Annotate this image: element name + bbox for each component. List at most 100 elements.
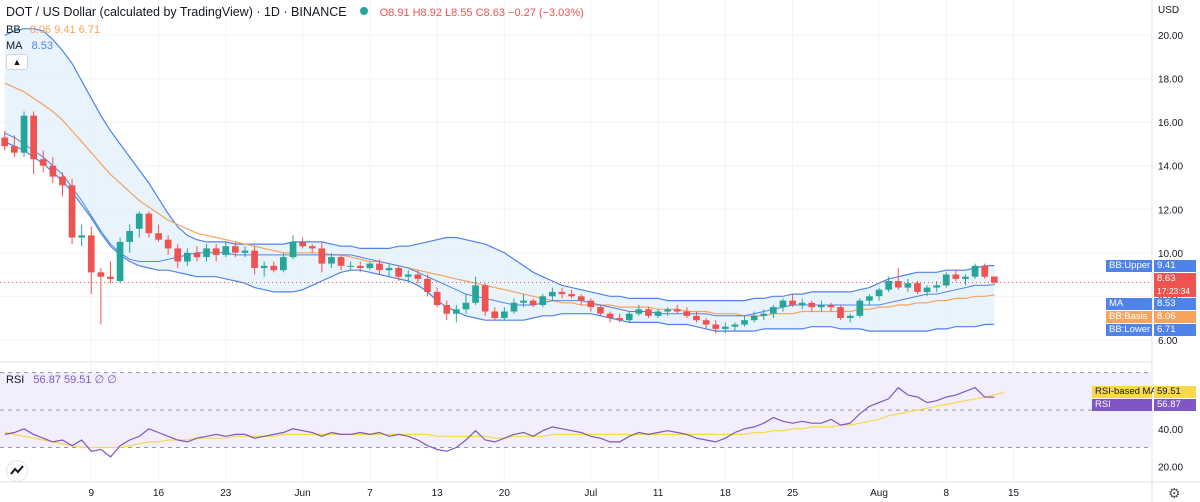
ohlc-values: O8.91 H8.92 L8.55 C8.63 −0.27 (−3.03%) <box>379 7 584 19</box>
candle-body <box>155 233 162 240</box>
candle-body <box>971 265 979 277</box>
candle-body <box>433 291 441 305</box>
candle-body <box>568 294 575 297</box>
candle-body <box>203 248 210 258</box>
candle-body <box>875 289 883 297</box>
gear-icon[interactable]: ⚙ <box>1168 485 1181 501</box>
tradingview-logo-icon[interactable] <box>6 460 28 482</box>
candle-body <box>529 300 537 305</box>
candle-body <box>837 307 844 318</box>
last-price-value: 8.63 <box>1157 272 1176 284</box>
candle-body <box>539 296 547 305</box>
time-tick-label: 7 <box>367 488 373 499</box>
candle-body <box>760 313 768 316</box>
candle-body <box>366 263 374 268</box>
bb-upper-line <box>4 28 995 302</box>
candle-body <box>135 213 143 229</box>
candle-body <box>472 285 479 303</box>
candle-body <box>251 250 258 268</box>
candle-body <box>885 281 892 290</box>
candle-body <box>923 287 931 292</box>
candle-body <box>212 248 220 255</box>
candle-body <box>260 265 268 268</box>
candle-body <box>712 324 720 329</box>
price-tick-label: 12.00 <box>1158 205 1183 216</box>
candle-body <box>385 268 393 271</box>
candle-body <box>68 185 76 238</box>
candle-body <box>587 300 595 308</box>
candle-body <box>78 235 85 238</box>
currency-label[interactable]: USD <box>1158 5 1180 16</box>
price-tick-label: 16.00 <box>1158 118 1183 129</box>
candle-body <box>635 309 643 314</box>
bb-legend[interactable]: BB 8.06 9.41 6.71 <box>6 24 100 36</box>
candle-body <box>991 276 998 283</box>
price-tick-label: 20.00 <box>1158 31 1183 42</box>
candle-body <box>549 291 556 297</box>
candle-body <box>962 276 969 279</box>
candle-body <box>693 315 700 321</box>
symbol-title[interactable]: DOT / US Dollar (calculated by TradingVi… <box>6 5 347 19</box>
rsi-value-tag: 56.87 <box>1154 399 1196 412</box>
time-tick-label: 18 <box>720 488 732 499</box>
ma-legend-label: MA <box>6 40 23 52</box>
chevron-up-icon[interactable]: ▲ <box>6 54 28 70</box>
candle-body <box>424 278 431 292</box>
candle-body <box>683 311 691 316</box>
candle-body <box>645 309 652 316</box>
candle-body <box>722 326 729 329</box>
bb-lower-line <box>4 141 995 332</box>
time-tick-label: 23 <box>220 488 232 499</box>
candle-body <box>914 283 921 292</box>
candle-body <box>443 305 451 314</box>
time-tick-label: Jun <box>295 488 311 499</box>
time-tick-label: 16 <box>153 488 165 499</box>
candle-body <box>20 115 28 153</box>
candle-body <box>481 285 489 312</box>
candle-body <box>145 213 153 234</box>
candle-body <box>827 305 835 308</box>
time-tick-label: 15 <box>1008 488 1020 499</box>
candle-body <box>789 300 796 305</box>
candle-body <box>30 115 37 160</box>
candle-body <box>491 311 499 318</box>
time-tick-label: 8 <box>944 488 950 499</box>
market-status-icon <box>360 7 369 15</box>
countdown-timer: 17:23:34 <box>1157 285 1191 296</box>
candle-body <box>107 276 114 279</box>
candle-body <box>558 291 566 295</box>
candle-body <box>356 265 364 268</box>
candle-body <box>328 257 335 264</box>
candle-body <box>625 313 633 321</box>
price-tick-label: 6.00 <box>1158 336 1178 347</box>
rsi-line <box>4 386 995 458</box>
candle-body <box>184 252 191 262</box>
time-tick-label: 25 <box>787 488 799 499</box>
ma-legend[interactable]: MA 8.53 <box>6 40 53 52</box>
price-tick-label: 14.00 <box>1158 162 1183 173</box>
candle-body <box>39 159 47 166</box>
candle-body <box>376 263 383 271</box>
candle-body <box>87 235 95 273</box>
candle-body <box>577 296 585 301</box>
price-value-tag: 9.41 <box>1154 259 1196 272</box>
candle-body <box>818 305 825 308</box>
candle-body <box>164 239 172 249</box>
candle-body <box>904 283 912 288</box>
candle-body <box>779 300 787 308</box>
candle-body <box>520 300 527 303</box>
candle-body <box>395 268 402 277</box>
candle-body <box>606 313 614 319</box>
candle-body <box>846 315 854 318</box>
candle-body <box>981 265 989 277</box>
series-name-tag: BB:Lower <box>1106 323 1152 336</box>
candle-body <box>664 309 671 312</box>
rsi-legend[interactable]: RSI 56.87 59.51 ∅ ∅ <box>6 373 117 386</box>
candle-body <box>798 302 806 305</box>
price-value-tag: 8.63 17:23:34 <box>1154 272 1196 297</box>
candle-body <box>942 274 950 286</box>
candle-body <box>404 274 412 277</box>
candle-body <box>866 296 873 301</box>
